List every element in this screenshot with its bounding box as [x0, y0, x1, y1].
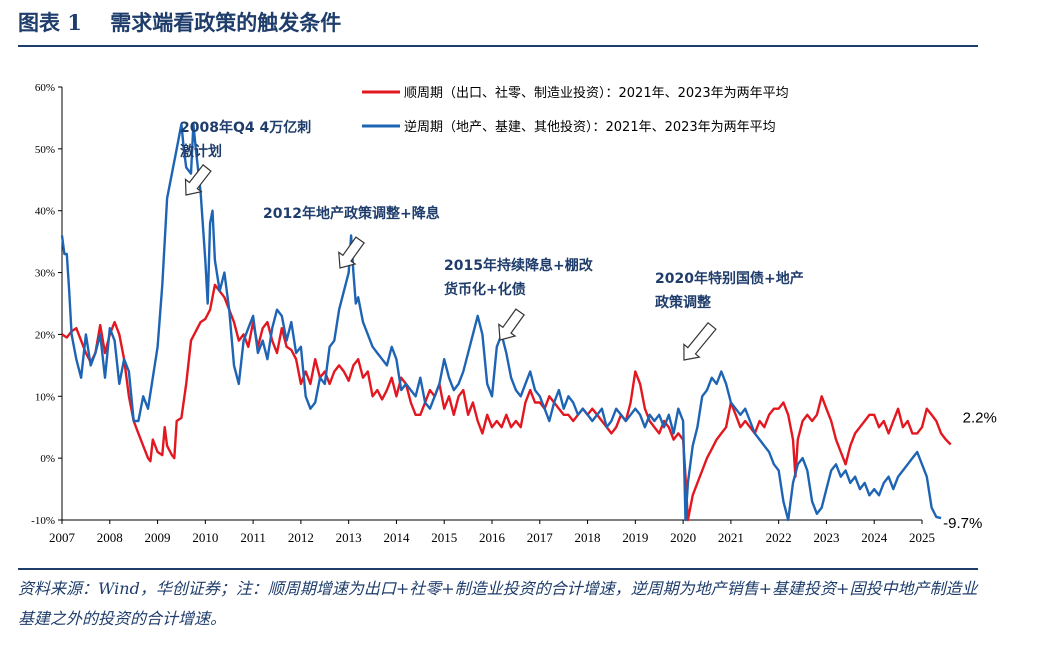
y-tick-label: 0%: [40, 453, 55, 465]
annotation-arrow: [338, 236, 365, 269]
chart: -10% 0% 10% 20% 30% 40% 50% 60% 2007 2008 2009 2010…: [31, 82, 997, 545]
title-bar: 图表 1 需求端看政策的触发条件: [18, 6, 978, 44]
title-divider: [18, 45, 978, 47]
x-tick-label: 2023: [813, 530, 839, 545]
x-tick-label: 2024: [861, 530, 888, 545]
x-tick-label: 2014: [383, 530, 410, 545]
series-end-label: 2.2%: [963, 410, 997, 427]
x-tick-label: 2015: [431, 530, 457, 545]
annotation-text: 2008年Q4 4万亿刺: [180, 119, 311, 136]
legend-entry: 顺周期（出口、社零、制造业投资）：2021年、2023年为两年平均: [404, 85, 789, 101]
annotation-arrow: [683, 321, 717, 361]
y-tick-label: 60%: [35, 82, 55, 94]
x-tick-label: 2010: [192, 530, 218, 545]
legend-entry: 逆周期（地产、基建、其他投资）：2021年、2023年为两年平均: [404, 119, 776, 135]
x-tick-label: 2019: [622, 530, 648, 545]
x-tick-label: 2009: [145, 530, 171, 545]
y-tick-label: 50%: [35, 144, 55, 156]
chart-legend: 顺周期（出口、社零、制造业投资）：2021年、2023年为两年平均逆周期（地产、…: [362, 85, 789, 135]
x-tick-label: 2011: [240, 530, 266, 545]
x-tick-label: 2021: [718, 530, 744, 545]
x-tick-label: 2013: [336, 530, 362, 545]
y-tick-label: 40%: [35, 206, 55, 218]
chart-lines: 2.2% -9.7%: [60, 122, 997, 532]
x-tick-label: 2020: [670, 530, 696, 545]
chart-axes: -10% 0% 10% 20% 30% 40% 50% 60% 2007 2008 2009 2010…: [31, 82, 935, 545]
series-line-procyclical: [61, 283, 952, 522]
annotation-text: 2020年特别国债+地产: [655, 270, 804, 287]
source-note: 资料来源：Wind，华创证券；注：顺周期增速为出口+社零+制造业投资的合计增速，…: [18, 579, 978, 628]
x-tick-label: 2007: [49, 530, 76, 545]
annotation-text: 激计划: [180, 143, 222, 160]
series-line-countercyclical: [60, 122, 942, 522]
footer-divider: [18, 568, 978, 570]
annotation-text: 政策调整: [655, 294, 712, 311]
annotation-text: 2015年持续降息+棚改: [444, 257, 594, 274]
x-tick-label: 2025: [909, 530, 935, 545]
x-tick-label: 2016: [479, 530, 506, 545]
x-tick-label: 2012: [288, 530, 314, 545]
page-title: 图表 1 需求端看政策的触发条件: [18, 10, 342, 35]
x-tick-label: 2018: [575, 530, 601, 545]
x-tick-label: 2017: [527, 530, 554, 545]
annotation-arrow: [184, 164, 212, 196]
y-tick-label: -10%: [31, 515, 55, 527]
y-tick-label: 10%: [35, 391, 55, 403]
series-end-label: -9.7%: [943, 515, 982, 532]
annotation-arrow: [498, 308, 525, 341]
y-tick-label: 30%: [35, 268, 55, 280]
annotation-text: 2012年地产政策调整+降息: [263, 205, 440, 222]
annotation-text: 货币化+化债: [443, 281, 526, 298]
x-tick-label: 2022: [766, 530, 792, 545]
y-tick-label: 20%: [35, 329, 55, 341]
x-tick-label: 2008: [97, 530, 123, 545]
